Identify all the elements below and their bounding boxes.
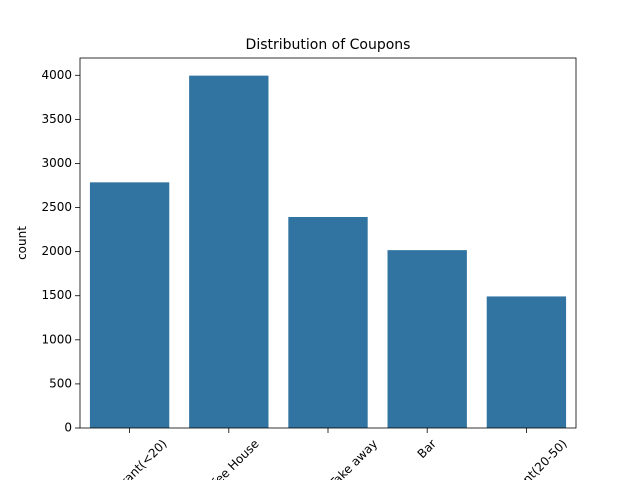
- plot-frame: [79, 57, 577, 429]
- y-axis-label: count: [15, 226, 29, 260]
- y-tick-label: 1000: [41, 332, 72, 346]
- bar: [288, 216, 368, 428]
- y-tick-label: 1500: [41, 288, 72, 302]
- y-tick-label: 500: [49, 376, 72, 390]
- x-tick-label: Restaurant(<20): [89, 437, 170, 480]
- bar: [387, 250, 467, 428]
- x-tick-label: Carry out & Take away: [275, 437, 380, 480]
- x-tick-label: Bar: [415, 437, 439, 461]
- y-tick-label: 4000: [41, 68, 72, 82]
- y-tick-label: 3000: [41, 156, 72, 170]
- y-tick-label: 2500: [41, 200, 72, 214]
- x-tick-label: Coffee House: [195, 437, 262, 480]
- x-tick-label: Restaurant(20-50): [482, 437, 570, 480]
- bar: [89, 182, 170, 428]
- y-tick-label: 3500: [41, 112, 72, 126]
- bar: [189, 75, 269, 429]
- bar: [486, 296, 567, 428]
- chart-title: Distribution of Coupons: [246, 37, 411, 53]
- y-tick-label: 2000: [41, 244, 72, 258]
- y-tick-label: 0: [64, 421, 72, 435]
